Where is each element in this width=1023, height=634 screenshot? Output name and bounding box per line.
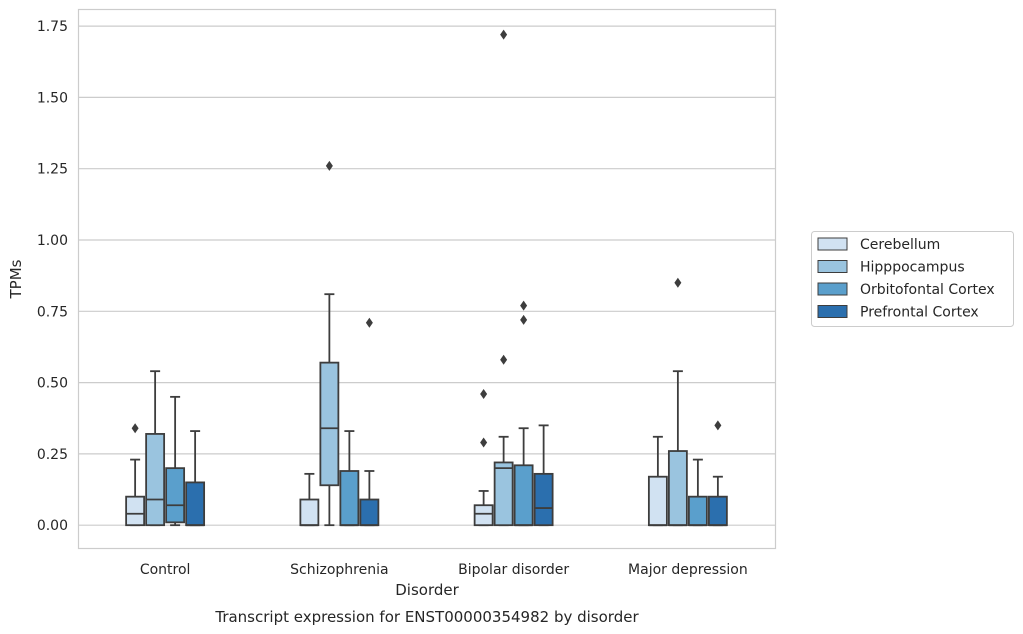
box-group — [165, 395, 186, 527]
outlier-point — [131, 423, 139, 434]
box — [339, 470, 360, 527]
y-tick-label: 1.75 — [37, 19, 68, 35]
box-group — [707, 420, 728, 527]
grid-lines — [78, 25, 775, 526]
box — [473, 504, 494, 527]
x-tick-label: Major depression — [628, 562, 748, 578]
outlier-point — [500, 354, 508, 365]
box-group — [359, 317, 380, 527]
outlier-point — [500, 29, 508, 40]
box-group — [339, 430, 360, 527]
plot-frame — [77, 8, 777, 550]
box — [533, 472, 554, 527]
outlier-point — [480, 389, 488, 399]
box-group — [513, 300, 534, 527]
legend-swatch — [817, 305, 848, 318]
box-group — [533, 424, 554, 527]
box — [647, 475, 668, 527]
legend-swatch — [817, 282, 848, 296]
box — [359, 498, 380, 527]
box-group — [667, 277, 688, 527]
box — [707, 495, 728, 527]
box-group — [319, 160, 340, 527]
x-axis-label: Disorder — [395, 581, 459, 599]
legend-swatch — [817, 237, 848, 251]
box-group — [687, 458, 708, 527]
outlier-point — [520, 300, 528, 311]
box-group — [185, 430, 206, 527]
box — [493, 461, 514, 527]
outlier-point — [674, 277, 682, 288]
box — [145, 433, 166, 527]
legend-label: Orbitofontal Cortex — [860, 282, 995, 298]
chart-caption: Transcript expression for ENST0000035498… — [214, 608, 639, 626]
outlier-point — [714, 420, 722, 431]
box — [667, 450, 688, 527]
box-group — [299, 472, 320, 527]
y-tick-label: 1.50 — [37, 90, 68, 106]
box — [687, 495, 708, 527]
y-tick-label: 0.50 — [37, 376, 68, 392]
box — [185, 481, 206, 527]
box — [299, 498, 320, 527]
legend: Cerebellum Hipppocampus Orbitofontal Corte… — [811, 231, 1014, 327]
x-tick-label: Control — [140, 562, 191, 578]
y-tick-label: 0.25 — [37, 447, 68, 463]
legend-frame — [811, 231, 1014, 327]
box-group — [473, 389, 494, 527]
legend-label: Prefrontal Cortex — [860, 305, 979, 321]
box-group — [493, 29, 514, 527]
box — [513, 464, 534, 527]
y-axis-label: TPMs — [7, 259, 25, 299]
box-group — [647, 435, 668, 527]
outlier-point — [480, 437, 488, 448]
y-tick-label: 0.75 — [37, 304, 68, 320]
box — [319, 361, 340, 487]
box-group — [125, 423, 146, 527]
y-tick-labels: 0.00 0.25 0.50 0.75 1.00 1.25 1.50 1.75 — [37, 19, 68, 534]
box — [125, 495, 146, 527]
y-tick-label: 0.00 — [37, 518, 68, 534]
y-tick-label: 1.00 — [37, 233, 68, 249]
legend-label: Hipppocampus — [860, 260, 965, 276]
x-tick-labels: Control Schizophrenia Bipolar disorder Majo… — [140, 562, 748, 578]
x-tick-label: Bipolar disorder — [458, 562, 569, 578]
outlier-point — [365, 317, 373, 328]
box-series — [125, 29, 728, 527]
y-tick-label: 1.25 — [37, 162, 68, 178]
legend-label: Cerebellum — [860, 237, 940, 253]
box-group — [145, 370, 166, 527]
outlier-point — [325, 160, 333, 171]
outlier-point — [520, 314, 528, 325]
legend-swatch — [817, 260, 848, 273]
x-tick-label: Schizophrenia — [290, 562, 388, 578]
box — [165, 467, 186, 524]
